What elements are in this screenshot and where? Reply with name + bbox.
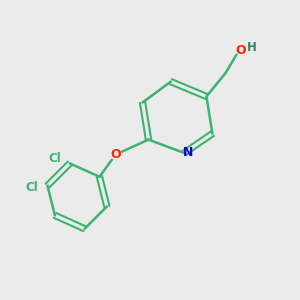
Text: O: O: [110, 148, 121, 161]
Text: N: N: [183, 146, 193, 160]
Text: Cl: Cl: [26, 181, 38, 194]
Text: H: H: [247, 41, 257, 54]
Text: O: O: [235, 44, 246, 57]
Text: Cl: Cl: [49, 152, 61, 164]
